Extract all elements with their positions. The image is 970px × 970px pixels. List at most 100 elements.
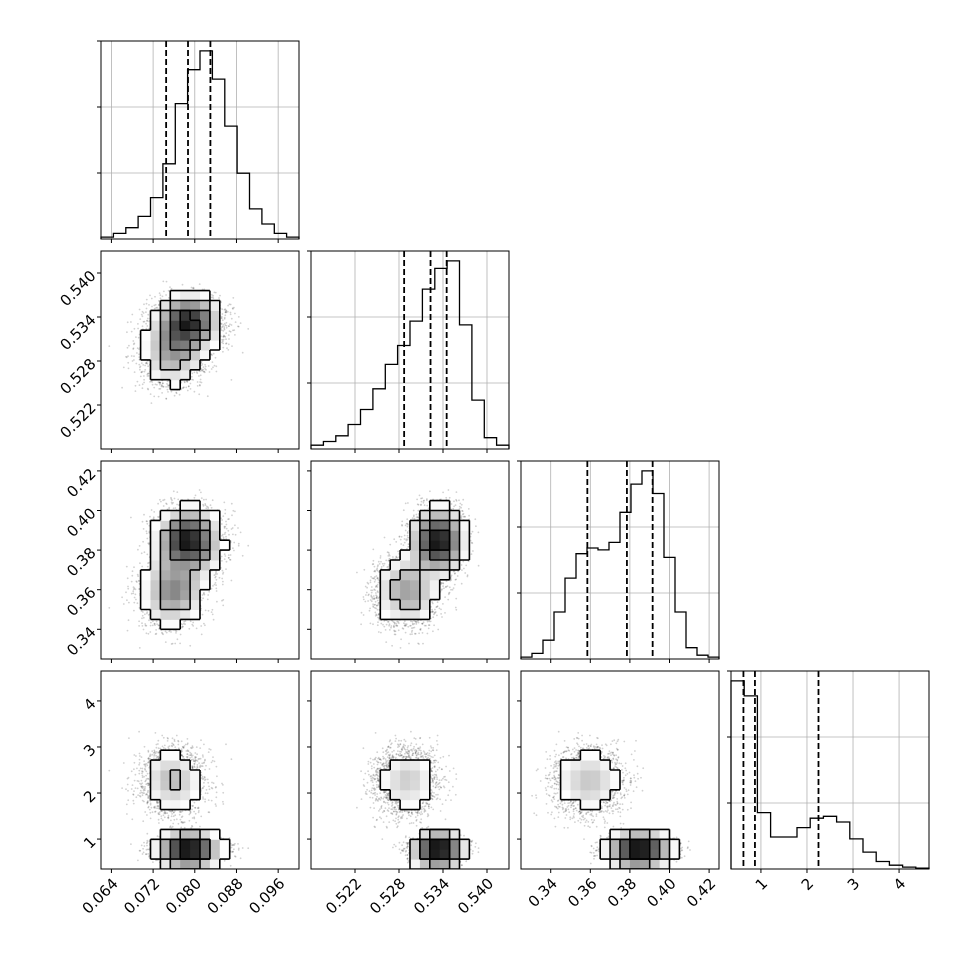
sample-point xyxy=(193,390,196,393)
sample-point xyxy=(228,338,230,340)
sample-point xyxy=(139,318,142,320)
sample-point xyxy=(127,367,130,370)
scatter-points xyxy=(108,280,250,404)
sample-point xyxy=(211,296,213,299)
sample-point xyxy=(241,351,244,354)
sample-point xyxy=(196,381,199,383)
sample-point xyxy=(207,365,210,367)
sample-point xyxy=(228,325,230,327)
sample-point xyxy=(198,283,201,285)
sample-point xyxy=(146,317,149,320)
sample-point xyxy=(167,386,169,388)
sample-point xyxy=(210,353,213,356)
sample-point xyxy=(125,355,127,358)
sample-point xyxy=(166,380,169,383)
sample-point xyxy=(222,346,225,349)
sample-point xyxy=(136,380,139,383)
sample-point xyxy=(201,370,204,372)
sample-point xyxy=(142,320,145,323)
sample-point xyxy=(166,383,168,385)
sample-point xyxy=(225,338,227,341)
sample-point xyxy=(222,324,225,326)
sample-point xyxy=(228,303,231,306)
sample-point xyxy=(200,360,203,363)
sample-point xyxy=(133,371,136,373)
sample-point xyxy=(225,342,228,345)
sample-point xyxy=(141,370,144,373)
sample-point xyxy=(145,298,148,301)
sample-point xyxy=(141,325,144,328)
sample-point xyxy=(130,321,132,323)
sample-point xyxy=(212,297,215,299)
sample-point xyxy=(199,381,202,383)
sample-point xyxy=(200,381,203,384)
sample-point xyxy=(229,311,232,314)
sample-point xyxy=(199,384,201,387)
sample-point xyxy=(215,370,218,373)
sample-point xyxy=(201,363,204,365)
sample-point xyxy=(148,304,150,306)
sample-point xyxy=(139,365,142,368)
sample-point xyxy=(150,402,153,404)
sample-point xyxy=(137,327,140,330)
sample-point xyxy=(147,313,150,316)
sample-point xyxy=(190,286,193,289)
sample-point xyxy=(225,332,228,335)
sample-point xyxy=(214,356,217,359)
sample-point xyxy=(224,310,227,313)
sample-point xyxy=(223,317,226,320)
sample-point xyxy=(137,323,139,325)
sample-point xyxy=(155,306,158,309)
sample-point xyxy=(210,368,213,370)
sample-point xyxy=(153,395,156,398)
scatter-panel-0-1 xyxy=(97,250,300,453)
sample-point xyxy=(138,308,141,311)
sample-point xyxy=(145,361,148,364)
sample-point xyxy=(183,380,186,383)
sample-point xyxy=(247,328,250,330)
sample-point xyxy=(222,335,225,338)
sample-point xyxy=(189,382,192,385)
sample-point xyxy=(224,314,227,317)
sample-point xyxy=(225,326,228,329)
sample-point xyxy=(213,291,216,294)
sample-point xyxy=(222,335,225,338)
sample-point xyxy=(132,348,135,350)
sample-point xyxy=(165,398,168,400)
sample-point xyxy=(166,388,169,391)
sample-point xyxy=(204,363,207,366)
sample-point xyxy=(154,295,156,298)
sample-point xyxy=(229,303,232,306)
sample-point xyxy=(186,380,189,383)
sample-point xyxy=(231,307,234,310)
sample-point xyxy=(159,381,162,384)
sample-point xyxy=(224,311,227,314)
sample-point xyxy=(211,361,214,363)
sample-point xyxy=(192,287,194,290)
sample-point xyxy=(220,329,223,332)
sample-point xyxy=(148,320,151,323)
sample-point xyxy=(150,297,153,300)
sample-point xyxy=(143,303,145,306)
sample-point xyxy=(161,382,164,385)
sample-point xyxy=(237,325,240,328)
sample-point xyxy=(127,344,130,347)
sample-point xyxy=(237,325,239,328)
sample-point xyxy=(146,362,149,365)
sample-point xyxy=(196,385,199,387)
sample-point xyxy=(191,378,193,381)
sample-point xyxy=(108,345,111,347)
sample-point xyxy=(158,303,160,306)
sample-point xyxy=(139,366,141,369)
sample-point xyxy=(136,352,138,354)
sample-point xyxy=(226,347,228,350)
sample-point xyxy=(147,365,150,368)
sample-point xyxy=(224,336,227,338)
sample-point xyxy=(182,386,185,389)
sample-point xyxy=(221,316,223,318)
sample-point xyxy=(229,323,231,326)
sample-point xyxy=(204,367,206,370)
sample-point xyxy=(222,342,225,345)
sample-point xyxy=(206,395,209,398)
sample-point xyxy=(183,381,186,384)
